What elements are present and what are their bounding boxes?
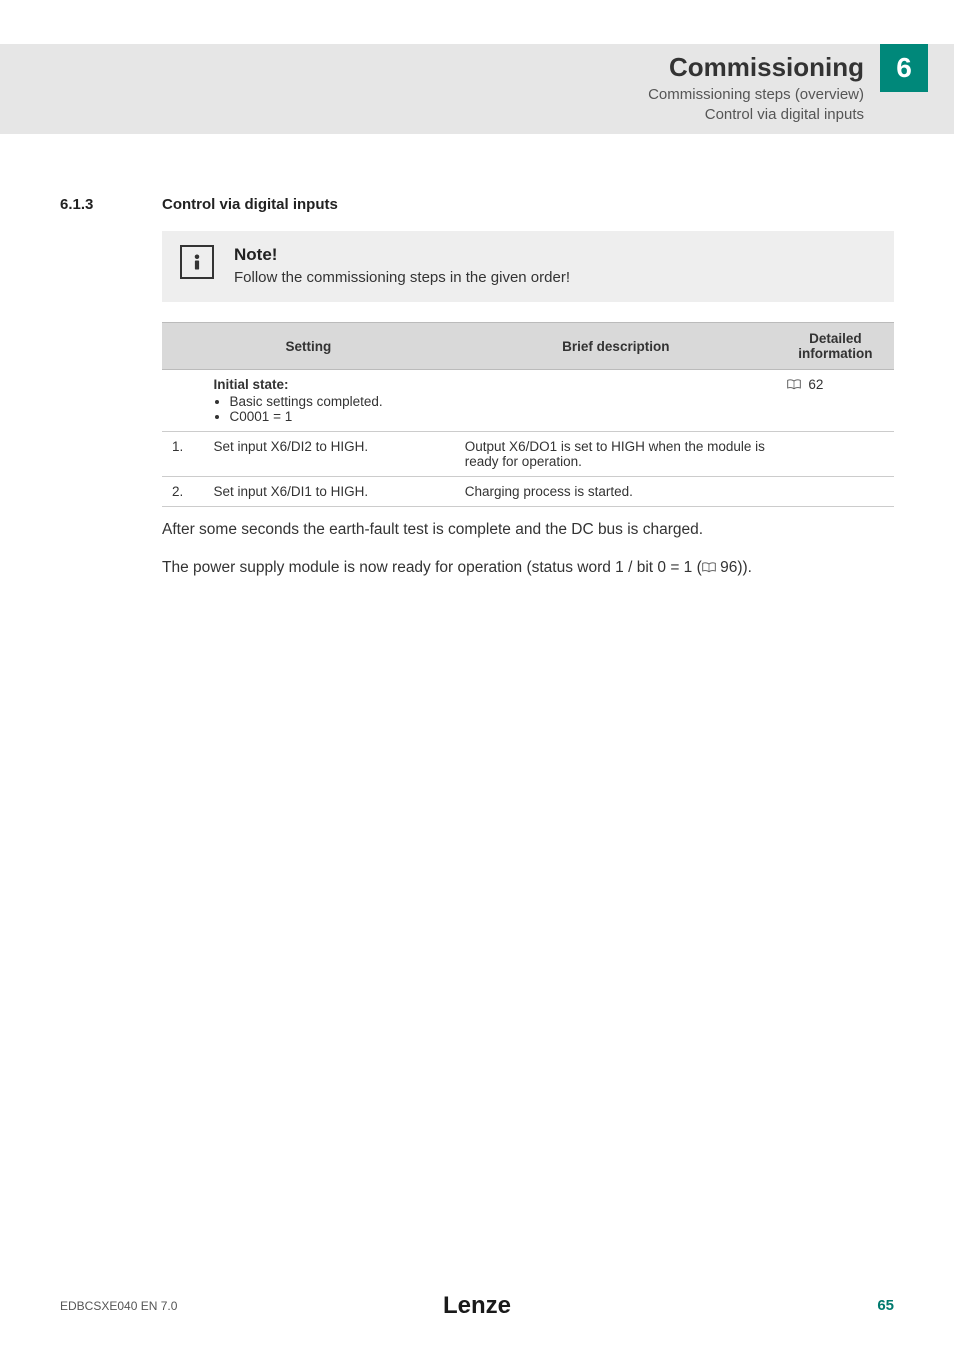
table-header-row: Setting Brief description Detailed infor… — [162, 323, 894, 370]
brief-cell: Output X6/DO1 is set to HIGH when the mo… — [455, 432, 777, 477]
detail-cell — [777, 477, 894, 507]
section-heading: 6.1.3 Control via digital inputs — [60, 196, 894, 213]
th-brief: Brief description — [455, 323, 777, 370]
header-text-block: Commissioning Commissioning steps (overv… — [648, 44, 864, 134]
setting-cell: Set input X6/DI2 to HIGH. — [204, 432, 455, 477]
initial-bullet-2: C0001 = 1 — [230, 409, 445, 424]
detail-cell — [777, 432, 894, 477]
book-icon — [787, 378, 801, 389]
p2-b: )). — [737, 559, 752, 576]
th-detail: Detailed information — [777, 323, 894, 370]
table-row: 1. Set input X6/DI2 to HIGH. Output X6/D… — [162, 432, 894, 477]
chapter-badge: 6 — [880, 44, 928, 92]
body-para-2: The power supply module is now ready for… — [162, 557, 894, 579]
body-para-1: After some seconds the earth-fault test … — [162, 519, 894, 541]
initial-state-cell: Initial state: Basic settings completed.… — [204, 370, 455, 432]
section-title: Control via digital inputs — [162, 196, 338, 213]
row-num: 1. — [162, 432, 204, 477]
page-footer: EDBCSXE040 EN 7.0 Lenze 65 — [60, 1297, 894, 1314]
info-icon — [180, 245, 214, 279]
chapter-number: 6 — [896, 52, 912, 84]
detail-cell: 62 — [777, 370, 894, 432]
book-icon — [702, 558, 716, 569]
page-number: 65 — [877, 1297, 894, 1314]
note-body: Follow the commissioning steps in the gi… — [234, 269, 570, 286]
table-row: Initial state: Basic settings completed.… — [162, 370, 894, 432]
row-num — [162, 370, 204, 432]
initial-bullet-1: Basic settings completed. — [230, 394, 445, 409]
page-header: Commissioning Commissioning steps (overv… — [0, 44, 954, 134]
content-area: 6.1.3 Control via digital inputs Note! F… — [60, 196, 894, 595]
row-num: 2. — [162, 477, 204, 507]
header-title: Commissioning — [648, 52, 864, 83]
doc-id: EDBCSXE040 EN 7.0 — [60, 1299, 177, 1313]
section-number: 6.1.3 — [60, 196, 116, 213]
p2-a: The power supply module is now ready for… — [162, 559, 702, 576]
th-setting: Setting — [162, 323, 455, 370]
header-sub1: Commissioning steps (overview) — [648, 85, 864, 105]
p2-ref: 96 — [720, 559, 737, 576]
note-text: Note! Follow the commissioning steps in … — [234, 245, 570, 286]
setting-cell: Set input X6/DI1 to HIGH. — [204, 477, 455, 507]
brief-cell: Charging process is started. — [455, 477, 777, 507]
initial-state-title: Initial state: — [214, 377, 289, 392]
note-label: Note! — [234, 245, 570, 265]
table-row: 2. Set input X6/DI1 to HIGH. Charging pr… — [162, 477, 894, 507]
brand-logo: Lenze — [443, 1292, 511, 1320]
settings-table: Setting Brief description Detailed infor… — [162, 322, 894, 507]
header-sub2: Control via digital inputs — [648, 105, 864, 125]
brief-cell — [455, 370, 777, 432]
detail-ref: 62 — [808, 377, 823, 392]
note-box: Note! Follow the commissioning steps in … — [162, 231, 894, 302]
